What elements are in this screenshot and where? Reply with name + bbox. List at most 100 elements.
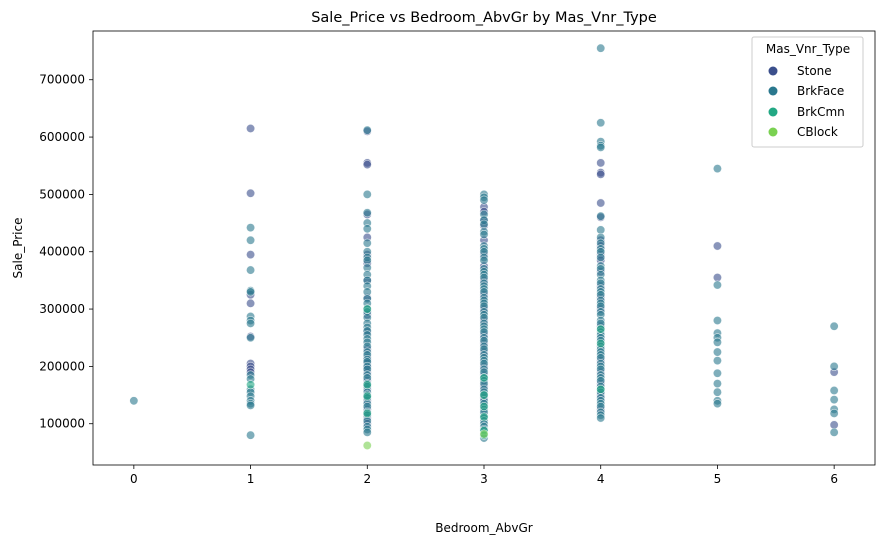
data-point-brkface <box>829 408 839 418</box>
legend-label-stone: Stone <box>797 64 832 78</box>
data-point-stone <box>246 250 256 260</box>
data-point-brkface <box>712 337 722 347</box>
data-point-brkcmn <box>479 373 489 383</box>
data-point-brkface <box>829 321 839 331</box>
legend-label-brkcmn: BrkCmn <box>797 105 845 119</box>
data-point-brkcmn <box>362 380 372 390</box>
data-point-brkface <box>712 280 722 290</box>
data-point-brkface <box>362 427 372 437</box>
data-point-brkcmn <box>596 338 606 348</box>
data-point-brkface <box>596 43 606 53</box>
legend-marker-brkcmn <box>768 107 778 117</box>
data-point-brkface <box>246 333 256 343</box>
data-point-brkface <box>362 189 372 199</box>
y-axis-title: Sale_Price <box>11 218 25 279</box>
data-point-brkcmn <box>479 412 489 422</box>
data-point-brkface <box>246 400 256 410</box>
x-tick-label: 6 <box>830 472 838 486</box>
data-point-brkface <box>596 211 606 221</box>
data-point-brkface <box>362 255 372 265</box>
data-point-brkface <box>829 361 839 371</box>
x-tick-label: 0 <box>130 472 138 486</box>
data-point-brkcmn <box>479 390 489 400</box>
y-tick-label: 200000 <box>39 359 85 373</box>
data-point-brkface <box>596 252 606 262</box>
data-point-brkface <box>479 255 489 265</box>
legend-title: Mas_Vnr_Type <box>766 42 850 56</box>
data-point-brkface <box>479 219 489 229</box>
y-tick-label: 400000 <box>39 245 85 259</box>
data-point-brkface <box>712 399 722 409</box>
x-axis: 0 1 2 3 4 5 6 <box>130 465 838 486</box>
data-point-brkface <box>479 230 489 240</box>
data-point-brkface <box>479 195 489 205</box>
data-point-brkface <box>712 387 722 397</box>
data-point-stone <box>596 158 606 168</box>
data-point-brkcmn <box>362 408 372 418</box>
data-point-brkcmn <box>479 402 489 412</box>
data-point-cblock <box>479 429 489 439</box>
x-tick-label: 3 <box>480 472 488 486</box>
x-tick-label: 1 <box>247 472 255 486</box>
data-point-brkface <box>246 318 256 328</box>
data-point-brkface <box>362 224 372 234</box>
y-tick-label: 300000 <box>39 302 85 316</box>
data-point-brkface <box>246 265 256 275</box>
legend: Mas_Vnr_Type Stone BrkFace BrkCmn CBlock <box>751 36 864 148</box>
data-point-stone <box>362 160 372 170</box>
legend-frame <box>751 36 864 148</box>
y-tick-label: 600000 <box>39 130 85 144</box>
data-point-brkcmn <box>246 380 256 390</box>
data-point-brkface <box>829 385 839 395</box>
chart-title: Sale_Price vs Bedroom_AbvGr by Mas_Vnr_T… <box>311 10 657 26</box>
data-point-brkface <box>596 225 606 235</box>
data-point-brkface <box>712 164 722 174</box>
data-point-brkcmn <box>596 384 606 394</box>
x-tick-label: 4 <box>597 472 605 486</box>
data-point-stone <box>596 198 606 208</box>
data-point-brkface <box>246 287 256 297</box>
legend-marker-brkface <box>768 86 778 96</box>
data-point-brkcmn <box>362 391 372 401</box>
data-point-brkface <box>596 413 606 423</box>
data-point-brkcmn <box>596 324 606 334</box>
legend-marker-cblock <box>768 127 778 137</box>
y-tick-label: 100000 <box>39 417 85 431</box>
y-tick-label: 700000 <box>39 73 85 87</box>
data-point-brkface <box>246 235 256 245</box>
legend-label-brkface: BrkFace <box>797 84 844 98</box>
data-point-brkface <box>712 356 722 366</box>
legend-marker-stone <box>768 66 778 76</box>
y-axis: 100000 200000 300000 400000 500000 600000 7000… <box>39 73 93 431</box>
data-point-stone <box>246 123 256 133</box>
data-point-stone <box>596 169 606 179</box>
x-tick-label: 2 <box>363 472 371 486</box>
points-layer <box>129 43 839 451</box>
data-point-brkface <box>362 125 372 135</box>
data-point-brkface <box>246 223 256 233</box>
y-tick-label: 500000 <box>39 187 85 201</box>
x-axis-title: Bedroom_AbvGr <box>435 521 533 535</box>
data-point-brkface <box>829 427 839 437</box>
data-point-brkface <box>712 379 722 389</box>
data-point-stone <box>246 298 256 308</box>
data-point-cblock <box>362 441 372 451</box>
data-point-brkface <box>246 430 256 440</box>
data-point-stone <box>712 241 722 251</box>
data-point-brkface <box>712 316 722 326</box>
x-tick-label: 5 <box>714 472 722 486</box>
data-point-stone <box>712 273 722 283</box>
data-point-brkface <box>129 396 139 406</box>
data-point-brkface <box>596 142 606 152</box>
legend-label-cblock: CBlock <box>797 125 838 139</box>
data-point-brkface <box>712 368 722 378</box>
data-point-stone <box>829 420 839 430</box>
data-point-brkcmn <box>362 304 372 314</box>
data-point-brkface <box>829 395 839 405</box>
data-point-brkface <box>362 238 372 248</box>
data-point-stone <box>246 188 256 198</box>
data-point-brkface <box>712 347 722 357</box>
data-point-brkface <box>362 208 372 218</box>
data-point-brkface <box>596 118 606 128</box>
